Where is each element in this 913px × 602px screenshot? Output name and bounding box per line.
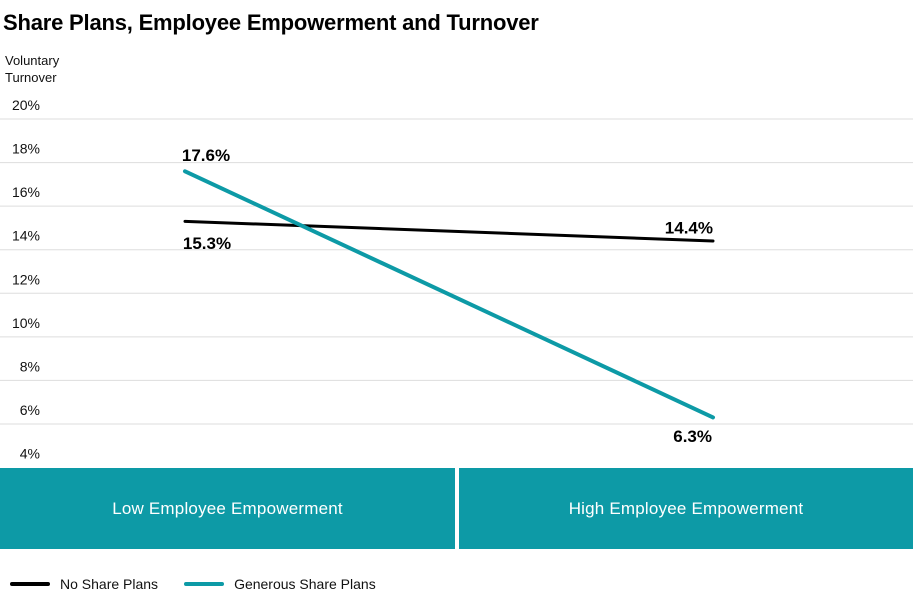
series-line-generous-share-plans xyxy=(183,169,715,420)
y-tick-label-6%: 6% xyxy=(20,402,40,418)
category-box-high-empowerment: High Employee Empowerment xyxy=(459,468,913,549)
y-tick-label-12%: 12% xyxy=(12,271,40,287)
data-label-17.6%: 17.6% xyxy=(182,146,230,165)
chart-title: Share Plans, Employee Empowerment and Tu… xyxy=(3,10,539,35)
data-label-14.4%: 14.4% xyxy=(665,218,713,237)
y-tick-label-14%: 14% xyxy=(12,228,40,244)
y-tick-label-18%: 18% xyxy=(12,141,40,157)
legend-item-generous-share-plans: Generous Share Plans xyxy=(184,576,376,592)
y-tick-label-10%: 10% xyxy=(12,315,40,331)
y-tick-label-16%: 16% xyxy=(12,184,40,200)
y-tick-label-8%: 8% xyxy=(20,358,40,374)
legend-label-no-share-plans: No Share Plans xyxy=(60,576,159,592)
y-axis-label-line2: Turnover xyxy=(5,70,57,85)
data-label-15.3%: 15.3% xyxy=(183,234,231,253)
legend-swatch-black-line xyxy=(10,582,50,586)
y-tick-label-20%: 20% xyxy=(12,97,40,113)
chart-legend: No Share Plans Generous Share Plans xyxy=(10,576,376,592)
x-axis-category-bar: Low Employee Empowerment High Employee E… xyxy=(0,468,913,549)
series-line-no-share-plans xyxy=(183,219,715,243)
legend-swatch-teal-line xyxy=(184,582,225,586)
y-tick-label-4%: 4% xyxy=(20,446,40,462)
data-label-6.3%: 6.3% xyxy=(673,427,712,446)
category-label-low: Low Employee Empowerment xyxy=(112,498,343,518)
category-box-low-empowerment: Low Employee Empowerment xyxy=(0,468,455,549)
legend-item-no-share-plans: No Share Plans xyxy=(10,576,158,592)
y-axis-label-line1: Voluntary xyxy=(5,53,60,68)
category-label-high: High Employee Empowerment xyxy=(568,498,804,518)
y-axis-label: Voluntary Turnover xyxy=(5,52,59,86)
legend-label-generous-share-plans: Generous Share Plans xyxy=(234,576,376,592)
